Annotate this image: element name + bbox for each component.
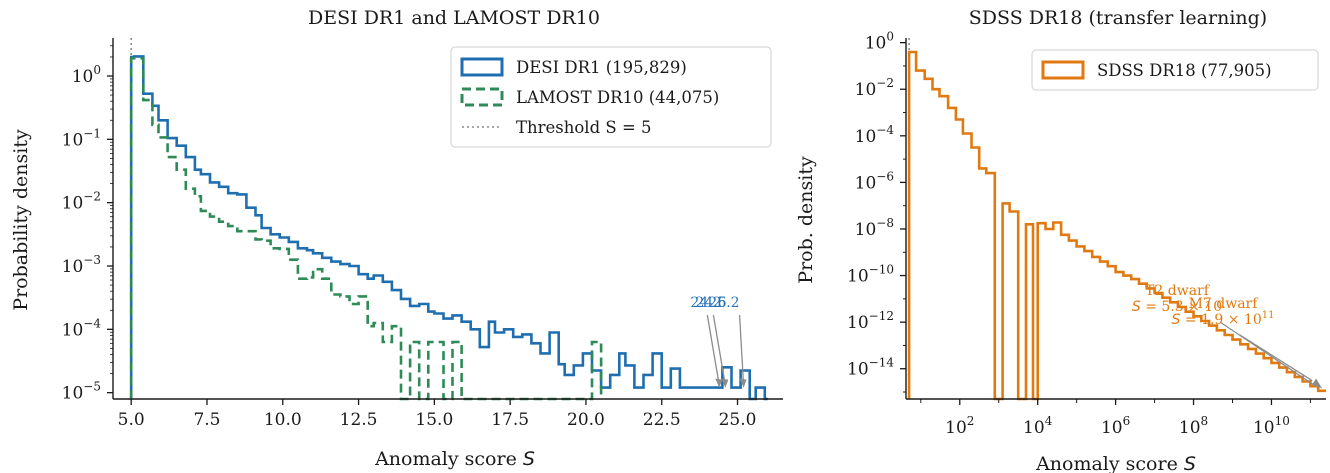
legend-frame bbox=[1031, 49, 1319, 91]
series-lamost-step bbox=[129, 57, 603, 401]
x-tick-label: 25.0 bbox=[719, 410, 757, 430]
annotation-arrow bbox=[706, 314, 720, 386]
x-tick-label: 17.5 bbox=[491, 410, 529, 430]
legend-swatch-desi bbox=[460, 57, 504, 77]
y-tick-label: 10−4 bbox=[62, 316, 102, 340]
x-tick-label: 104 bbox=[1023, 414, 1053, 438]
chart-title: DESI DR1 and LAMOST DR10 bbox=[308, 7, 600, 29]
legend-label-sdss: SDSS DR18 (77,905) bbox=[1097, 61, 1272, 80]
annotation-t2-title: T2 dwarf bbox=[1145, 283, 1211, 299]
chart-title: SDSS DR18 (transfer learning) bbox=[969, 7, 1267, 29]
x-axis-label: Anomaly score S bbox=[374, 448, 535, 470]
annotation-arrowhead bbox=[721, 378, 729, 388]
annotation-label: 25.2 bbox=[708, 295, 739, 311]
x-tick-label: 20.0 bbox=[567, 410, 605, 430]
y-tick-label: 10−4 bbox=[855, 123, 895, 147]
legend-label-desi: DESI DR1 (195,829) bbox=[516, 58, 687, 77]
x-tick-label: 10.0 bbox=[264, 410, 302, 430]
y-tick-label: 10−1 bbox=[62, 126, 101, 150]
legend-frame bbox=[450, 46, 772, 148]
annotation-arrow bbox=[1219, 321, 1317, 388]
annotation-arrowhead bbox=[715, 378, 723, 388]
x-tick-label: 1010 bbox=[1253, 414, 1290, 438]
y-tick-label: 10−10 bbox=[847, 263, 894, 287]
x-ticks: 102 104 106 108 1010 bbox=[920, 399, 1311, 438]
annotation-arrow bbox=[738, 314, 745, 386]
x-tick-label: 7.5 bbox=[193, 410, 220, 430]
y-tick-label: 10−8 bbox=[855, 216, 894, 240]
y-tick-label: 10−2 bbox=[855, 76, 894, 100]
annotation-arrow bbox=[712, 314, 727, 386]
annotation-label: 24.6 bbox=[695, 295, 726, 311]
annotation-m7-title: M7 dwarf bbox=[1189, 296, 1260, 312]
legend-label-lamost: LAMOST DR10 (44,075) bbox=[516, 88, 719, 107]
legend-label-threshold: Threshold S = 5 bbox=[516, 118, 652, 137]
y-tick-label: 100 bbox=[865, 30, 894, 54]
y-tick-label: 10−14 bbox=[847, 356, 894, 380]
y-ticks: 100 10−1 10−2 10−3 10−4 10−5 bbox=[62, 45, 113, 404]
x-tick-label: 102 bbox=[945, 414, 974, 438]
x-tick-label: 15.0 bbox=[415, 410, 453, 430]
y-axis-label: Prob. density bbox=[795, 156, 817, 284]
legend: DESI DR1 (195,829) LAMOST DR10 (44,075) … bbox=[450, 46, 772, 148]
annotation-arrow bbox=[1239, 334, 1313, 382]
x-tick-label: 12.5 bbox=[340, 410, 378, 430]
y-ticks: 100 10−2 10−4 10−6 10−8 10−10 10−12 10−14 bbox=[847, 30, 906, 393]
chart-desi-lamost: DESI DR1 and LAMOST DR10 24.624.225.2 5.… bbox=[10, 7, 783, 470]
legend-swatch-sdss bbox=[1041, 60, 1085, 80]
series-desi-step bbox=[129, 55, 768, 401]
x-tick-label: 108 bbox=[1179, 414, 1208, 438]
annotation-m7-score: S = 1.9 × 1011 bbox=[1172, 310, 1275, 328]
y-tick-label: 10−3 bbox=[62, 253, 101, 277]
x-ticks: 5.0 7.5 10.0 12.5 15.0 17.5 20.0 22.5 25.0 bbox=[118, 399, 757, 430]
chart-sdss: SDSS DR18 (transfer learning) T2 dwarfS … bbox=[795, 7, 1326, 473]
x-tick-label: 22.5 bbox=[643, 410, 681, 430]
y-tick-label: 10−6 bbox=[855, 169, 894, 193]
x-axis-label: Anomaly score S bbox=[1035, 453, 1196, 473]
annotation-arrowhead bbox=[1312, 378, 1323, 389]
series-sdss-step bbox=[907, 50, 1326, 401]
legend-swatch-lamost bbox=[460, 87, 504, 107]
y-axis-label: Probability density bbox=[10, 129, 32, 311]
y-tick-label: 10−2 bbox=[62, 190, 101, 214]
annotation-t2-score: S = 5.3 × 10 bbox=[1132, 299, 1222, 315]
legend: SDSS DR18 (77,905) bbox=[1031, 49, 1319, 91]
plot-area: 24.624.225.2 bbox=[129, 38, 768, 401]
annotation-arrowhead bbox=[739, 378, 747, 388]
x-tick-label: 5.0 bbox=[118, 410, 145, 430]
y-tick-label: 100 bbox=[72, 63, 101, 87]
y-tick-label: 10−12 bbox=[847, 309, 894, 333]
x-tick-label: 106 bbox=[1101, 414, 1130, 438]
y-tick-label: 10−5 bbox=[62, 380, 101, 404]
annotation-label: 24.2 bbox=[690, 295, 721, 311]
